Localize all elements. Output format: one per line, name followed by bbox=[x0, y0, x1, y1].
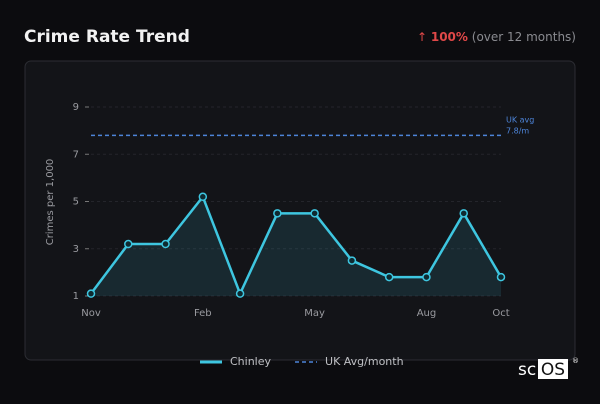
x-tick-label: Aug bbox=[417, 308, 437, 319]
logo-text: sc bbox=[518, 360, 536, 380]
x-tick-label: Feb bbox=[194, 308, 212, 319]
change-note: (over 12 months) bbox=[472, 30, 576, 44]
y-axis-label: Crimes per 1,000 bbox=[45, 159, 56, 246]
legend-label: Chinley bbox=[230, 355, 272, 368]
reference-label: UK avg bbox=[506, 116, 534, 125]
point bbox=[384, 272, 394, 282]
point bbox=[198, 192, 208, 202]
logo: sc OS ® bbox=[518, 357, 579, 380]
point bbox=[273, 209, 282, 218]
logo-box bbox=[538, 359, 568, 379]
point bbox=[86, 289, 96, 298]
change-value: 100% bbox=[431, 30, 468, 44]
logo-mark: ® bbox=[572, 357, 579, 365]
y-tick-label: 7 bbox=[73, 149, 79, 160]
chart-title: Crime Rate Trend bbox=[24, 27, 190, 47]
point bbox=[124, 239, 133, 249]
y-tick-label: 3 bbox=[73, 244, 79, 255]
logo-boxed: OS bbox=[541, 360, 565, 380]
point bbox=[347, 256, 357, 265]
y-tick-label: 9 bbox=[73, 102, 79, 113]
change: ↑ 100% (over 12 months) bbox=[417, 30, 576, 44]
line bbox=[90, 195, 503, 295]
reference-label: 7.8/m bbox=[506, 127, 529, 136]
point bbox=[235, 289, 245, 298]
x-tick-label: Nov bbox=[81, 308, 101, 319]
point bbox=[161, 239, 170, 249]
point bbox=[310, 209, 319, 218]
y-tick-label: 1 bbox=[73, 291, 79, 302]
area bbox=[91, 196, 501, 296]
y-tick-label: 5 bbox=[73, 197, 79, 208]
point bbox=[459, 209, 468, 218]
point bbox=[496, 272, 506, 282]
x-tick-label: May bbox=[304, 308, 325, 319]
change-arrow: ↑ bbox=[417, 30, 427, 44]
point bbox=[422, 272, 431, 282]
x-tick-label: Oct bbox=[492, 308, 509, 319]
legend-label: UK Avg/month bbox=[325, 355, 404, 368]
